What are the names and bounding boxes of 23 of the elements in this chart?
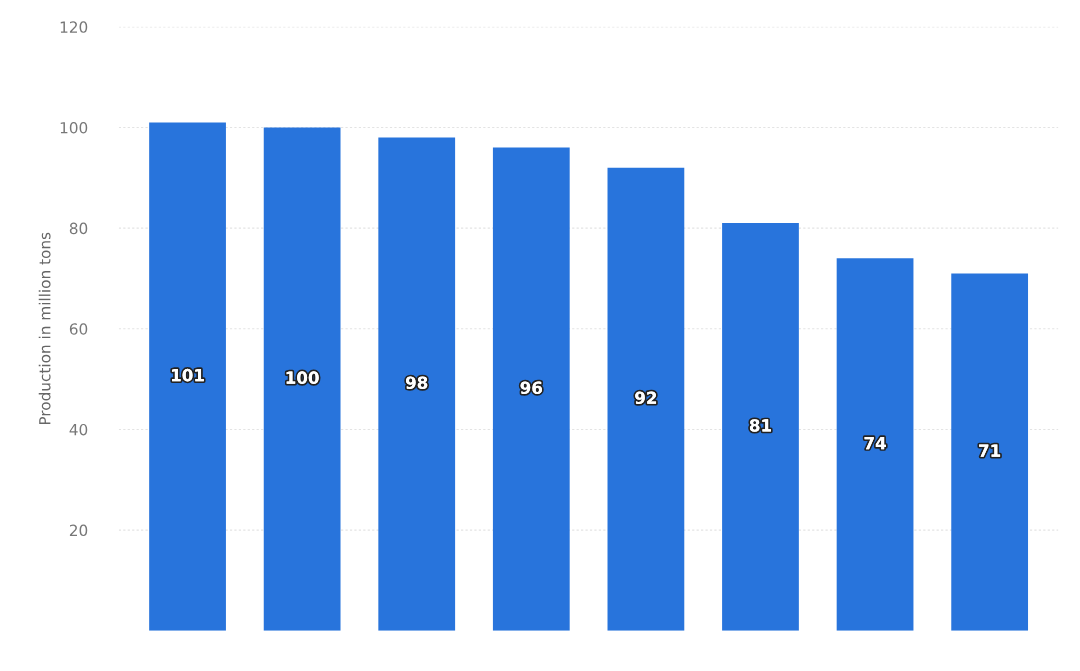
data-label: 92: [635, 391, 657, 405]
bar: [492, 147, 570, 631]
data-label: 98: [405, 376, 428, 389]
data-label: 71: [979, 444, 1001, 457]
bar: [951, 273, 1029, 631]
bar: [378, 137, 456, 631]
y-tick-label: 20: [69, 524, 88, 537]
y-tick-label: 40: [69, 423, 88, 436]
data-label: 81: [749, 419, 771, 432]
bar: [607, 167, 685, 631]
data-label: 100: [286, 371, 319, 384]
bar: [722, 223, 799, 631]
y-tick-label: 100: [60, 121, 88, 134]
bar: [836, 258, 914, 631]
bar: [149, 122, 226, 631]
data-label: 101: [172, 368, 204, 382]
y-tick-label: 120: [60, 21, 88, 33]
bar: [263, 127, 341, 631]
data-label: 74: [864, 436, 886, 450]
data-label: 96: [520, 381, 543, 395]
y-tick-label: 80: [69, 222, 88, 235]
y-tick-label: 60: [69, 323, 88, 335]
y-axis-title: Production in million tons: [38, 232, 51, 425]
